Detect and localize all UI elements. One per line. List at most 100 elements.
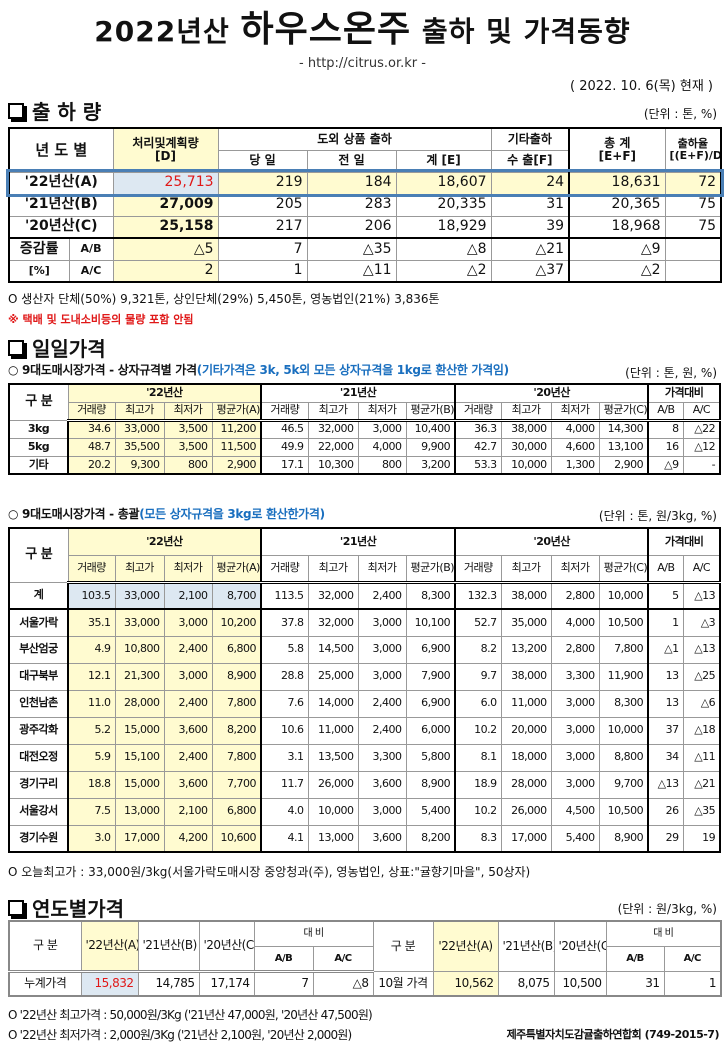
table-cell: 13,000 xyxy=(114,797,165,826)
table-cell: △8 xyxy=(395,237,492,261)
column-header: '22년산 xyxy=(67,383,262,403)
table-cell: 기타 xyxy=(8,455,69,475)
table-cell: 2,400 xyxy=(163,743,213,772)
table-cell: 11.7 xyxy=(260,770,309,799)
table-cell: △35 xyxy=(682,797,721,826)
table-cell: △11 xyxy=(306,259,397,283)
table-cell: 33,000 xyxy=(114,419,165,439)
table-cell: 3,200 xyxy=(405,455,456,475)
table-cell: 2,400 xyxy=(357,581,407,610)
table-row: 3kg 34.6 33,000 3,500 11,200 46.5 32,000 3,000 1… xyxy=(8,419,721,439)
table-cell: 28.8 xyxy=(260,662,309,691)
table-cell: 8 xyxy=(647,419,684,439)
column-header: 평균가(A) xyxy=(211,401,262,422)
table-cell: 8,800 xyxy=(598,743,649,772)
table-cell: 16 xyxy=(647,437,684,457)
table-cell: 32,000 xyxy=(307,608,359,637)
table-cell: 5.8 xyxy=(260,635,309,664)
table-cell: △9 xyxy=(568,237,666,261)
table-cell: 4.0 xyxy=(260,797,309,826)
table-cell: 26 xyxy=(647,797,684,826)
table-cell: 3,000 xyxy=(357,797,407,826)
table-cell: 11,500 xyxy=(211,437,262,457)
table-cell: △11 xyxy=(682,743,721,772)
table-row: 경기구리 18.8 15,000 3,600 7,700 11.7 26,000 3,600 8… xyxy=(8,770,721,799)
table-cell: 10,200 xyxy=(211,608,262,637)
column-header: 구 분 xyxy=(8,920,82,972)
table-cell: 72 xyxy=(664,171,722,195)
section-heading: 연도별가격 xyxy=(32,897,124,921)
column-header: A/B xyxy=(647,401,684,422)
daily-sub2: ○ 9대도매시장가격 - 총괄(모든 상자규격을 3kg로 환산한가격) xyxy=(8,507,325,522)
table-cell: 18.9 xyxy=(454,770,502,799)
table-cell: △25 xyxy=(682,662,721,691)
table-cell: 38,000 xyxy=(500,662,552,691)
column-header: 가격대비 xyxy=(647,527,721,556)
table-row: 기타 20.2 9,300 800 2,900 17.1 10,300 800 3,200 53.… xyxy=(8,455,721,475)
column-header: 최저가 xyxy=(550,401,600,422)
table-cell: 8,900 xyxy=(405,770,456,799)
table-cell xyxy=(664,259,722,283)
table-cell: 31 xyxy=(605,970,665,997)
table-cell: 8,200 xyxy=(405,824,456,853)
table-cell: 7.6 xyxy=(260,689,309,718)
table-cell: 3,000 xyxy=(357,608,407,637)
table-cell: 75 xyxy=(664,215,722,239)
table-cell: 53.3 xyxy=(454,455,502,475)
table-cell: 17.1 xyxy=(260,455,309,475)
table-cell: 4,200 xyxy=(163,824,213,853)
column-header: A/B xyxy=(647,554,684,584)
report-date: ( 2022. 10. 6(목) 현재 ) xyxy=(570,79,713,94)
column-header: '20년산(C) xyxy=(553,920,607,972)
daily-note: O 오늘최고가 : 33,000원/3kg(서울가락도매시장 중앙청과(주), … xyxy=(8,865,531,879)
table-cell: 24 xyxy=(490,171,570,195)
column-header: '21년산 xyxy=(260,527,456,556)
table-cell: 13 xyxy=(647,689,684,718)
table-cell: 33,000 xyxy=(114,581,165,610)
column-header: '21년산(B) xyxy=(497,920,555,972)
table-cell: 4,600 xyxy=(550,437,600,457)
table-cell: 13,100 xyxy=(598,437,649,457)
table-cell: △9 xyxy=(647,455,684,475)
table-cell: 184 xyxy=(306,171,397,195)
header-row: 구 분 '22년산 '21년산 '20년산 가격대비 xyxy=(8,383,721,421)
table-cell: 계 xyxy=(8,581,69,610)
table-cell: 누계가격 xyxy=(8,969,82,997)
site-url[interactable]: - http://citrus.or.kr - xyxy=(299,56,426,71)
table-cell: 10,800 xyxy=(114,635,165,664)
market-summary-table: 구 분 '22년산 '21년산 '20년산 가격대비 거래량 최고가 최저가 평균가(A) 거래량… xyxy=(8,527,722,853)
table-cell: 283 xyxy=(306,193,397,217)
table-cell: 3,600 xyxy=(163,716,213,745)
table-cell: △13 xyxy=(682,581,721,610)
table-cell: 10,500 xyxy=(598,797,649,826)
sub-note: (모든 상자규격을 3kg로 환산한가격) xyxy=(139,507,325,521)
table-cell: 13 xyxy=(647,662,684,691)
table-cell: 10,562 xyxy=(432,970,499,997)
table-cell: 37.8 xyxy=(260,608,309,637)
column-header: 최저가 xyxy=(357,554,407,584)
table-cell: 18.8 xyxy=(67,770,116,799)
table-cell: 8,700 xyxy=(211,581,262,610)
table-cell: 132.3 xyxy=(454,581,502,610)
table-row: 증감률 A/B △5 7 △35 △8 △21 △9 xyxy=(8,237,722,261)
table-cell xyxy=(664,237,722,261)
table-cell: 4,500 xyxy=(550,797,600,826)
table-row: 계 103.5 33,000 2,100 8,700 113.5 32,000 2,400 8,… xyxy=(8,581,721,610)
table-cell: 5kg xyxy=(8,437,69,457)
column-header: '22년산(A) xyxy=(432,920,499,972)
table-cell: 20.2 xyxy=(67,455,116,475)
table-cell: 46.5 xyxy=(260,419,309,439)
table-cell: 35.1 xyxy=(67,608,116,637)
table-cell: 52.7 xyxy=(454,608,502,637)
table-cell: - xyxy=(682,455,721,475)
table-cell: △2 xyxy=(395,259,492,283)
column-header: 최고가 xyxy=(307,401,359,422)
table-cell: 35,000 xyxy=(500,608,552,637)
table-cell: 25,713 xyxy=(112,171,219,195)
shipping-note: O 생산자 단체(50%) 9,321톤, 상인단체(29%) 5,450톤, … xyxy=(8,292,440,306)
table-cell: 26,000 xyxy=(500,797,552,826)
column-header: A/B xyxy=(253,945,314,972)
table-cell: 11,900 xyxy=(598,662,649,691)
